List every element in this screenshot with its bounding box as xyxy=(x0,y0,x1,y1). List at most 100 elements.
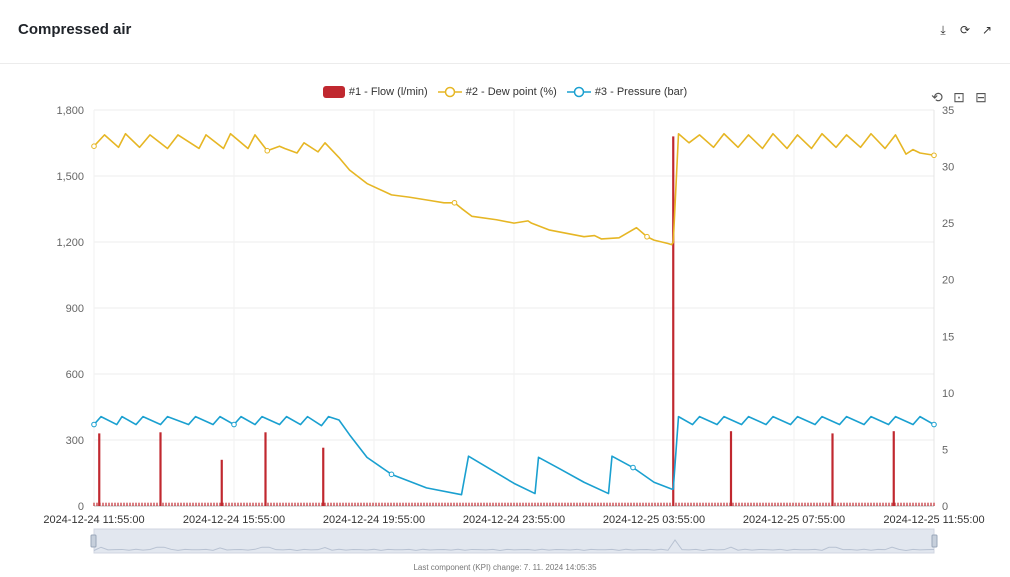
flow-bar xyxy=(207,502,209,506)
flow-bar xyxy=(795,502,797,506)
flow-bar xyxy=(477,502,479,506)
flow-bar xyxy=(618,502,620,506)
flow-bar xyxy=(774,502,776,506)
flow-bar xyxy=(222,502,224,506)
y-right-tick-label: 15 xyxy=(942,331,954,343)
flow-bar xyxy=(168,502,170,506)
flow-bar xyxy=(813,502,815,506)
dew-point-point xyxy=(91,143,97,150)
flow-bar xyxy=(270,502,272,506)
refresh-icon[interactable]: ⟳ xyxy=(959,23,971,37)
flow-bar xyxy=(675,502,677,506)
flow-bar xyxy=(498,502,500,506)
flow-bar xyxy=(462,502,464,506)
flow-bar xyxy=(642,502,644,506)
zoom-reset-icon[interactable]: ⊟ xyxy=(975,89,987,105)
flow-bar xyxy=(342,502,344,506)
zoom-handle-right[interactable] xyxy=(931,534,938,548)
flow-bar xyxy=(420,502,422,506)
flow-bar xyxy=(255,502,257,506)
flow-bar xyxy=(456,502,458,506)
flow-bar xyxy=(735,502,737,506)
flow-bar xyxy=(447,502,449,506)
flow-bar xyxy=(810,502,812,506)
flow-bar xyxy=(132,502,134,506)
flow-bar xyxy=(816,502,818,506)
flow-bar xyxy=(381,502,383,506)
flow-bar xyxy=(345,502,347,506)
flow-bar xyxy=(714,502,716,506)
legend-item-pressure[interactable]: #3 - Pressure (bar) xyxy=(566,86,687,98)
flow-bar xyxy=(615,502,617,506)
zoom-handle-left[interactable] xyxy=(90,534,97,548)
flow-bar xyxy=(864,502,866,506)
flow-bar xyxy=(888,502,890,506)
flow-bar xyxy=(570,502,572,506)
flow-bar xyxy=(792,502,794,506)
flow-bar xyxy=(717,502,719,506)
flow-bar xyxy=(213,502,215,506)
flow-bar xyxy=(390,502,392,506)
flow-bar xyxy=(231,502,233,506)
legend-item-flow[interactable]: #1 - Flow (l/min) xyxy=(322,86,428,98)
flow-bar xyxy=(537,502,539,506)
restore-icon[interactable]: ⟲ xyxy=(931,89,943,105)
download-icon[interactable]: ⤓ xyxy=(940,23,946,37)
flow-bar xyxy=(441,502,443,506)
flow-bar xyxy=(831,433,834,506)
zoom-icon[interactable]: ⊡ xyxy=(953,89,965,105)
flow-bar xyxy=(771,502,773,506)
flow-bar xyxy=(789,502,791,506)
flow-bar xyxy=(834,502,836,506)
expand-icon[interactable]: ↗ xyxy=(981,23,993,37)
flow-bar xyxy=(147,502,149,506)
flow-bar xyxy=(882,502,884,506)
legend-label-dew: #2 - Dew point (%) xyxy=(465,86,557,98)
flow-bar xyxy=(600,502,602,506)
flow-bar xyxy=(573,502,575,506)
flow-bar xyxy=(429,502,431,506)
flow-bar xyxy=(543,502,545,506)
flow-bar xyxy=(243,502,245,506)
flow-bar xyxy=(741,502,743,506)
flow-bar xyxy=(165,502,167,506)
pressure-line xyxy=(93,415,935,496)
flow-bar xyxy=(423,502,425,506)
flow-bar xyxy=(678,502,680,506)
flow-bar xyxy=(624,502,626,506)
flow-bar xyxy=(327,502,329,506)
flow-bar xyxy=(663,502,665,506)
flow-bar xyxy=(924,502,926,506)
x-tick-label: 2024-12-25 11:55:00 xyxy=(883,514,984,526)
flow-bar xyxy=(873,502,875,506)
flow-bar xyxy=(174,502,176,506)
flow-bar xyxy=(861,502,863,506)
flow-bar xyxy=(444,502,446,506)
flow-bar xyxy=(453,502,455,506)
flow-bar xyxy=(123,502,125,506)
flow-bar xyxy=(840,502,842,506)
flow-bar xyxy=(900,502,902,506)
flow-bar xyxy=(684,502,686,506)
flow-bar xyxy=(357,502,359,506)
flow-bar xyxy=(768,502,770,506)
flow-bar xyxy=(459,502,461,506)
flow-bar xyxy=(798,502,800,506)
flow-bar xyxy=(603,502,605,506)
flow-bar xyxy=(606,502,608,506)
flow-bar xyxy=(162,502,164,506)
flow-bar xyxy=(201,502,203,506)
flow-bar xyxy=(846,502,848,506)
legend-item-dew[interactable]: #2 - Dew point (%) xyxy=(437,86,557,98)
flow-bar xyxy=(510,502,512,506)
flow-bar xyxy=(891,502,893,506)
flow-bar xyxy=(261,502,263,506)
flow-bar xyxy=(120,502,122,506)
flow-bar xyxy=(762,502,764,506)
flow-bar xyxy=(273,502,275,506)
flow-bar xyxy=(651,502,653,506)
flow-bar xyxy=(894,502,896,506)
chart-legend: #1 - Flow (l/min) #2 - Dew point (%) #3 … xyxy=(0,86,1010,98)
flow-bar xyxy=(438,502,440,506)
